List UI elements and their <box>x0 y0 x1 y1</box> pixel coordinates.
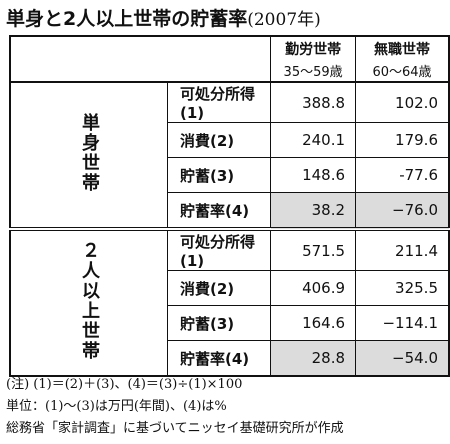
value-cell: 102.0 <box>355 81 450 123</box>
row-label: 貯蓄(3) <box>166 157 272 193</box>
column-subheader: 35～59歳 <box>270 60 357 83</box>
row-label: 可処分所得(1) <box>166 227 272 271</box>
note-line: 単位：(1)～(3)は万円(年間)、(4)は% <box>6 399 227 414</box>
value-cell: 388.8 <box>270 81 357 123</box>
row-label: 貯蓄率(4) <box>166 340 272 377</box>
group-cell: ２人以上世帯 <box>9 227 168 377</box>
table-row: ２人以上世帯 可処分所得(1) 571.5 211.4 <box>9 227 450 377</box>
value-cell: −54.0 <box>355 340 450 377</box>
table-row: 消費(2) 240.1 179.6 <box>10 122 450 158</box>
title: 単身と2人以上世帯の貯蓄率 <box>6 8 248 30</box>
header-row: 35～59歳 60～64歳 <box>10 60 450 83</box>
note-line: 総務省「家計調査」に基づいてニッセイ基礎研究所が作成 <box>6 421 344 436</box>
column-subheader: 60～64歳 <box>355 60 450 83</box>
value-cell: −76.0 <box>355 192 450 230</box>
column-header: 勤労世帯 <box>270 35 357 60</box>
table-row: 貯蓄(3) 164.6 −114.1 <box>10 305 450 341</box>
header-blank <box>9 35 272 83</box>
row-label: 消費(2) <box>166 270 272 306</box>
value-cell: 211.4 <box>355 227 450 271</box>
group-label: ２人以上世帯 <box>79 240 100 361</box>
title-note: (2007年) <box>247 10 321 30</box>
note-line: (注) (1)＝(2)＋(3)、(4)＝(3)÷(1)×100 <box>6 377 243 392</box>
value-cell: 571.5 <box>270 227 357 271</box>
row-label: 貯蓄(3) <box>166 305 272 341</box>
value-cell: 164.6 <box>270 305 357 341</box>
header-row: 勤労世帯 無職世帯 <box>9 35 450 83</box>
value-cell: 240.1 <box>270 122 357 158</box>
row-label: 可処分所得(1) <box>166 81 272 123</box>
group-cell: 単身世帯 <box>9 81 168 230</box>
column-header: 無職世帯 <box>355 35 450 60</box>
value-cell: -77.6 <box>355 157 450 193</box>
value-cell: 148.6 <box>270 157 357 193</box>
group-label: 単身世帯 <box>79 112 100 193</box>
value-cell: 325.5 <box>355 270 450 306</box>
notes: (注) (1)＝(2)＋(3)、(4)＝(3)÷(1)×100 単位：(1)～(3… <box>6 374 344 440</box>
value-cell: 406.9 <box>270 270 357 306</box>
table-row: 消費(2) 406.9 325.5 <box>10 270 450 306</box>
row-label: 消費(2) <box>166 122 272 158</box>
table-row: 単身世帯 可処分所得(1) 388.8 102.0 <box>9 81 450 230</box>
table-row: 貯蓄率(4) 28.8 −54.0 <box>10 340 450 377</box>
table: 勤労世帯 無職世帯 35～59歳 60～64歳 単身世帯 可処分所得(1) 388.… <box>9 35 450 377</box>
value-cell: 28.8 <box>270 340 357 377</box>
value-cell: 38.2 <box>270 192 357 230</box>
title-block: 単身と2人以上世帯の貯蓄率(2007年) <box>6 4 321 31</box>
value-cell: −114.1 <box>355 305 450 341</box>
table-row: 貯蓄(3) 148.6 -77.6 <box>10 157 450 193</box>
value-cell: 179.6 <box>355 122 450 158</box>
table-row: 貯蓄率(4) 38.2 −76.0 <box>10 192 450 230</box>
row-label: 貯蓄率(4) <box>166 192 272 230</box>
